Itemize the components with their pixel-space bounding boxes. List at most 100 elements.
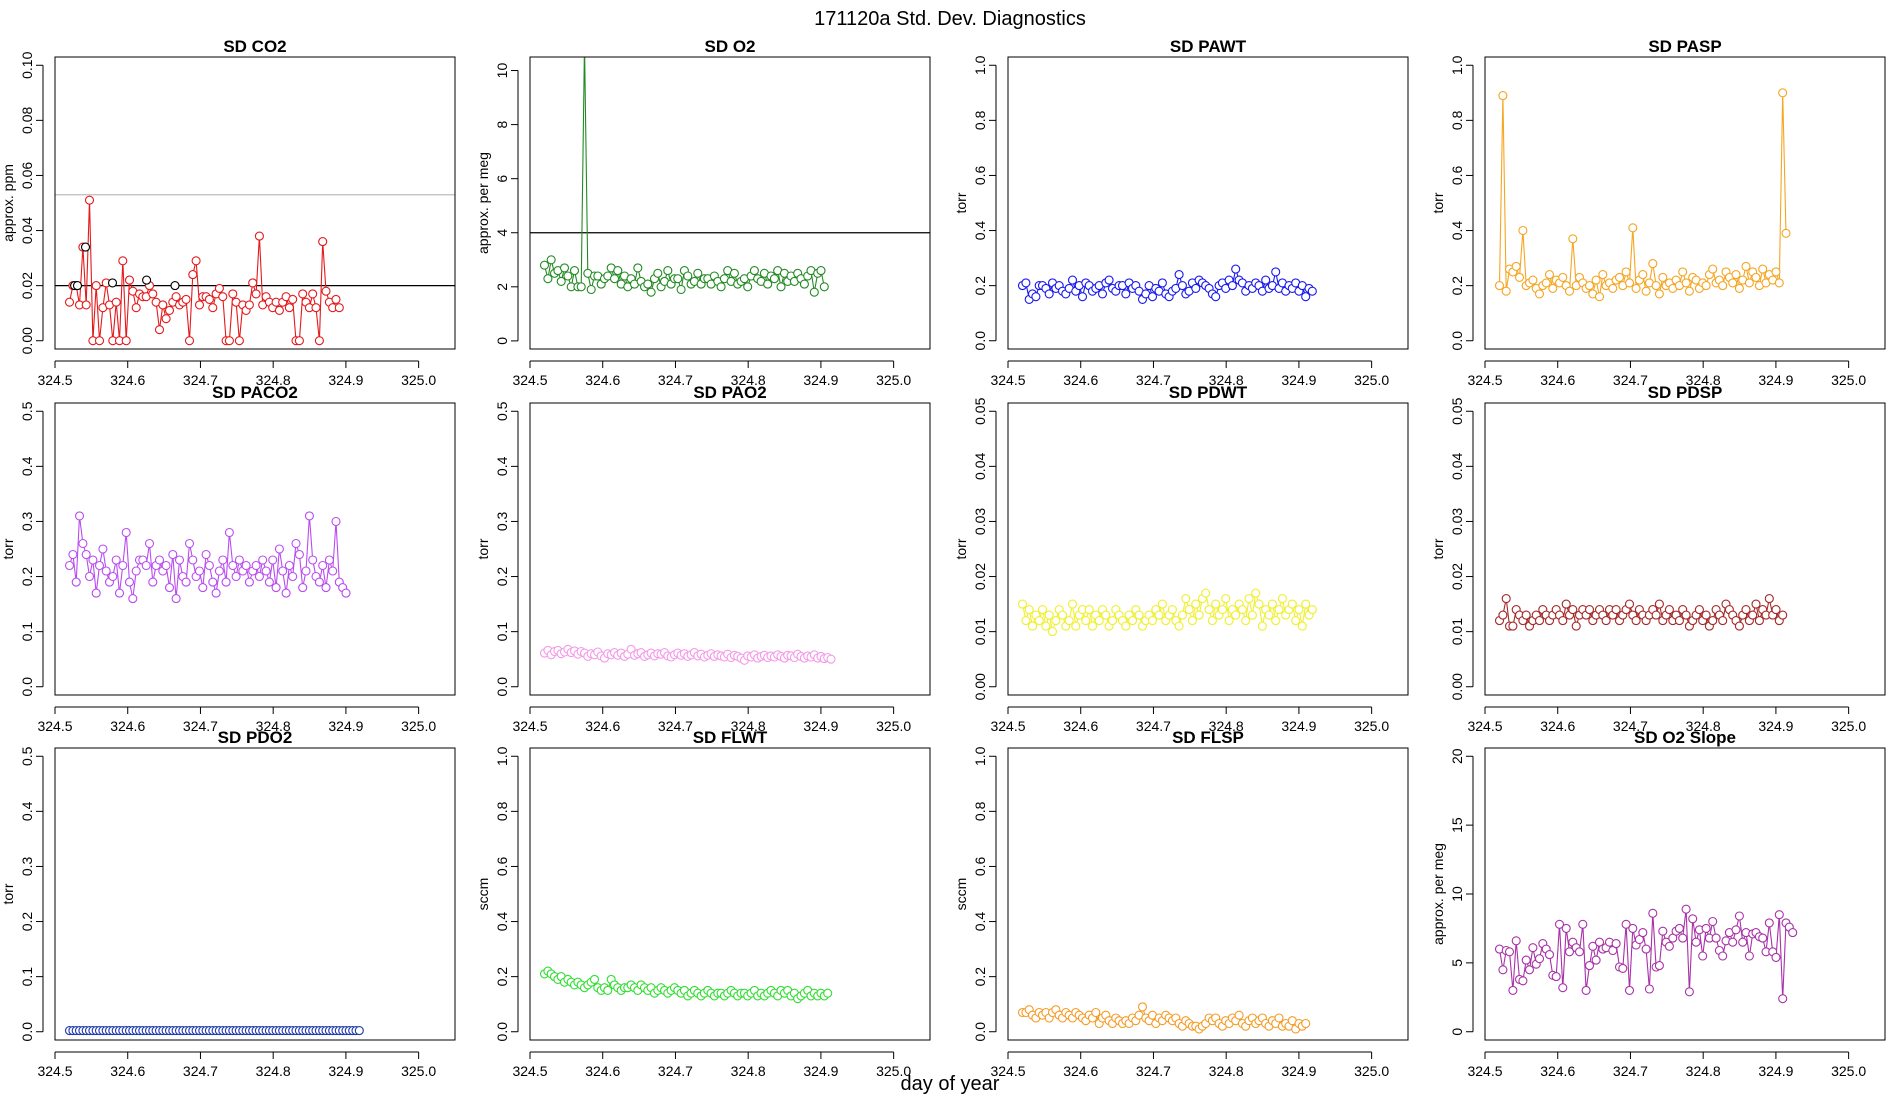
data-point [304,511,314,521]
data-point [646,287,656,297]
y-tick-label: 10 [494,63,510,79]
data-point [1257,621,1267,631]
highlight-point [72,281,83,291]
data-point [254,571,264,582]
data-point [191,256,201,266]
data-point [264,577,274,587]
data-point [1631,283,1641,293]
data-point [1521,610,1531,620]
data-point [121,527,131,538]
data-point [81,549,91,560]
data-point [211,588,221,598]
data-point [609,274,620,284]
data-point [1521,955,1531,965]
data-point [776,282,786,292]
data-point [1648,259,1658,269]
data-point [1194,610,1204,620]
data-point [161,314,171,324]
x-tick-label: 324.9 [1758,372,1793,388]
data-point [324,555,334,565]
chart-title: SD PDWT [1169,383,1248,402]
data-point [311,303,321,313]
y-tick-label: 0.4 [494,456,510,476]
data-point [819,282,829,292]
data-point [71,577,81,587]
data-point [118,560,128,571]
y-tick-label: 0.8 [972,801,988,821]
data-point [354,1026,364,1036]
data-point [1034,616,1044,626]
data-point [1541,278,1551,288]
chart-panel-12: SD O2 Slope approx. per meg 324.5 324.6 324.… [1430,728,1886,1079]
data-point [1154,610,1164,620]
plot-frame [529,56,931,350]
data-point [288,294,298,304]
y-axis-label: torr [0,538,16,559]
data-point [208,577,218,587]
chart-panel-8: SD PDSP torr 324.5 324.6 324.7 324.8 324.9 325.… [1430,383,1886,734]
data-point [308,555,318,565]
data-point [1031,292,1041,302]
y-tick-label: 0.4 [494,912,510,932]
x-tick-label: 324.5 [37,1063,72,1079]
data-point [1718,951,1728,961]
y-tick-label: 0.3 [19,857,35,877]
data-point [148,289,158,299]
y-axis-label: torr [953,192,969,213]
data-point [1264,610,1274,620]
y-tick-label: 0.2 [494,567,510,587]
data-point [1628,223,1638,233]
data-point [1231,610,1241,620]
y-tick-label: 0.8 [972,110,988,130]
data-point [291,538,301,549]
data-point [248,278,258,288]
data-point [1017,599,1028,609]
y-tick-label: 0 [494,337,510,345]
data-point [1181,594,1191,604]
data-point [124,577,135,587]
series-line [68,200,340,342]
data-point [321,286,331,296]
plot-frame [1484,747,1886,1041]
x-tick-label: 324.7 [1613,372,1648,388]
data-point [281,588,291,598]
data-point [1231,264,1241,274]
data-point [111,555,121,565]
y-tick-label: 0.01 [972,618,988,645]
data-point [1067,275,1078,285]
data-point [1134,610,1144,620]
y-tick-label: 0.2 [494,967,510,987]
data-point [1251,588,1261,598]
data-point [1534,616,1545,626]
data-point [1694,605,1704,615]
x-tick-label: 324.5 [1467,1063,1502,1079]
data-point [589,974,600,984]
y-tick-label: 0.0 [494,1022,510,1042]
data-point [1644,984,1654,994]
data-point [278,566,288,576]
data-point [1024,605,1034,615]
data-point [1301,1018,1311,1029]
data-point [1664,941,1674,951]
data-point [1578,919,1588,929]
data-point [643,279,653,289]
data-point [98,544,108,554]
figure-xlabel: day of year [901,1073,1000,1095]
y-tick-label: 6 [494,175,510,183]
data-point [1664,605,1674,615]
data-point [1698,951,1708,961]
data-point [1718,616,1728,626]
data-point [1097,289,1108,299]
data-point [201,549,211,560]
data-point [1654,599,1664,609]
data-point [1071,621,1081,631]
data-point [1534,289,1545,299]
data-point [1234,1010,1244,1020]
data-point [1157,599,1167,609]
data-point [68,549,78,560]
x-tick-label: 324.8 [256,718,291,734]
data-point [1261,275,1271,285]
x-tick-label: 324.8 [256,372,291,388]
data-point [1754,616,1764,626]
x-tick-label: 324.6 [1540,372,1575,388]
